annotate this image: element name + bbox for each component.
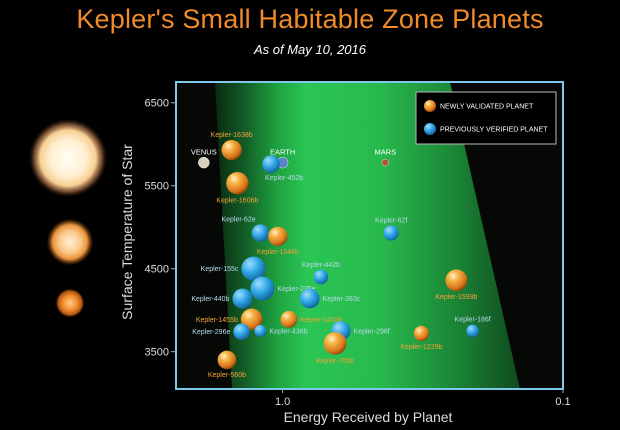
- chart-title: Kepler's Small Habitable Zone Planets: [76, 4, 544, 34]
- legend-verified-swatch: [424, 123, 436, 135]
- planet-marker: [413, 325, 429, 341]
- planet-marker: [323, 331, 347, 355]
- planet-label: Kepler-1229b: [400, 344, 442, 351]
- solar-planet-label: MARS: [375, 148, 397, 157]
- planet-label: Kepler-442b: [302, 262, 340, 269]
- planet-marker: [251, 224, 270, 242]
- legend-box: [415, 91, 557, 145]
- planet-marker: [226, 172, 249, 195]
- solar-planet-label: VENUS: [191, 148, 217, 157]
- planet-label: Kepler-155c: [201, 266, 239, 273]
- planet-marker: [241, 256, 266, 281]
- plot-frame: [175, 81, 564, 390]
- planet-label: Kepler-1638b: [211, 132, 253, 139]
- planet-label: Kepler-1455b: [196, 317, 238, 324]
- planet-marker: [262, 155, 280, 173]
- star-mid-icon: [46, 218, 94, 266]
- planet-marker: [217, 350, 237, 370]
- planet-label: Kepler-62e: [221, 216, 255, 223]
- planet-label: Kepler-186f: [455, 317, 491, 324]
- y-tick-label: 3500: [145, 347, 169, 359]
- solar-planet-mars: [381, 158, 390, 167]
- y-axis-label: Surface Temperature of Star: [119, 144, 135, 320]
- planet-label: Kepler-1606b: [216, 197, 258, 204]
- y-tick-label: 6500: [145, 98, 169, 110]
- planet-label: Kepler-705b: [316, 358, 354, 365]
- planet-marker: [299, 288, 320, 309]
- planet-label: Kepler-296f: [354, 328, 390, 335]
- planet-marker: [313, 269, 329, 285]
- planet-label: Kepler-296e: [192, 329, 230, 336]
- planet-marker: [466, 324, 479, 338]
- x-tick-label: 1.0: [275, 396, 290, 408]
- planet-marker: [232, 288, 253, 309]
- planet-label: Kepler-440b: [191, 296, 229, 303]
- planet-label: Kepler-560b: [208, 372, 246, 379]
- planet-label: Kepler-1593b: [435, 294, 477, 301]
- x-axis-label: Energy Received by Planet: [284, 409, 453, 425]
- planet-marker: [250, 276, 275, 301]
- planet-marker: [233, 323, 250, 341]
- planet-marker: [383, 225, 399, 241]
- planet-marker: [254, 324, 267, 337]
- planet-label: Kepler-235e: [277, 286, 315, 293]
- x-axis-ticks: 1.0 0.1: [275, 389, 571, 408]
- y-tick-label: 4500: [145, 264, 169, 276]
- star-hot-icon: [28, 118, 108, 198]
- chart-subtitle: As of May 10, 2016: [253, 42, 366, 57]
- y-tick-label: 5500: [145, 181, 169, 193]
- planet-label: Kepler-452b: [265, 175, 303, 182]
- planet-marker: [221, 139, 242, 161]
- solar-planet-venus: [198, 156, 210, 169]
- planet-label: Kepler-62f: [375, 217, 407, 224]
- planet-marker: [240, 308, 263, 331]
- legend-validated-label: NEWLY VALIDATED PLANET: [440, 104, 534, 111]
- planet-label: Kepler-1410b: [300, 317, 342, 324]
- legend-validated-swatch: [424, 100, 436, 112]
- legend: NEWLY VALIDATED PLANET PREVIOUSLY VERIFI…: [415, 91, 557, 145]
- planet-label: Kepler-1544b: [257, 249, 299, 256]
- legend-verified-label: PREVIOUSLY VERIFIED PLANET: [440, 127, 548, 134]
- planet-label: Kepler-283c: [323, 296, 361, 303]
- star-cool-icon: [55, 288, 85, 318]
- planet-marker: [445, 269, 468, 292]
- planet-marker: [280, 310, 298, 328]
- solar-planet-label: EARTH: [270, 148, 295, 157]
- x-tick-label: 0.1: [555, 396, 570, 408]
- planet-marker: [268, 226, 288, 246]
- planet-label: Kepler-438b: [269, 328, 307, 335]
- y-axis-ticks: 6500 5500 4500 3500: [145, 98, 176, 359]
